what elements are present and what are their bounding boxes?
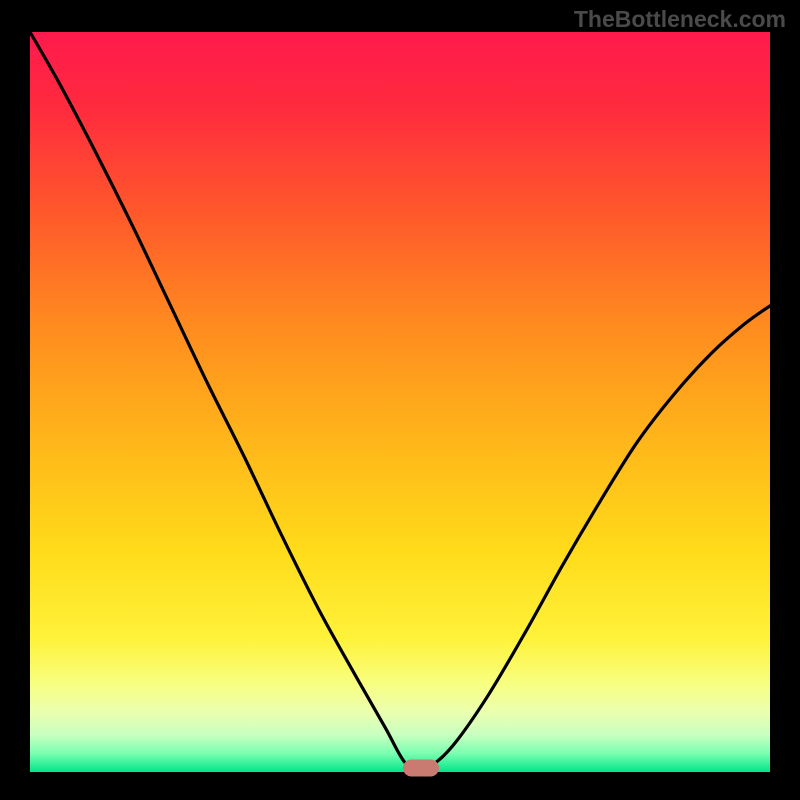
bottleneck-curve: [30, 32, 770, 772]
watermark-text: TheBottleneck.com: [574, 6, 786, 32]
plot-area: [30, 32, 770, 772]
minimum-marker: [403, 760, 439, 777]
watermark-label: TheBottleneck.com: [574, 6, 786, 33]
chart-frame: TheBottleneck.com: [0, 0, 800, 800]
